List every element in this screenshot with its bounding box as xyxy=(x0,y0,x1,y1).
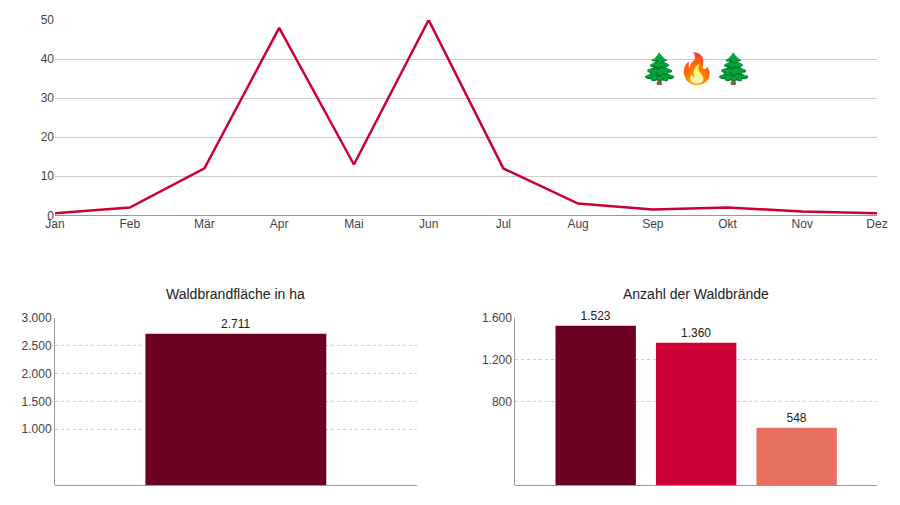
svg-text:3.000: 3.000 xyxy=(22,311,52,325)
svg-text:Jan: Jan xyxy=(45,217,64,231)
svg-text:1.523: 1.523 xyxy=(581,309,611,323)
svg-text:2.711: 2.711 xyxy=(221,317,250,331)
svg-text:2.000: 2.000 xyxy=(22,367,52,381)
svg-text:40: 40 xyxy=(41,52,55,66)
svg-text:1.000: 1.000 xyxy=(22,422,52,436)
svg-text:🌲🔥🌲: 🌲🔥🌲 xyxy=(641,51,752,86)
svg-text:Anzahl der Waldbrände: Anzahl der Waldbrände xyxy=(623,286,769,302)
svg-text:Apr: Apr xyxy=(270,217,289,231)
svg-text:1.200: 1.200 xyxy=(482,353,512,367)
svg-text:Jul: Jul xyxy=(496,217,511,231)
svg-text:1.500: 1.500 xyxy=(22,395,52,409)
svg-text:50: 50 xyxy=(41,13,55,27)
svg-text:Okt: Okt xyxy=(718,217,737,231)
svg-text:Mär: Mär xyxy=(194,217,215,231)
svg-text:1.600: 1.600 xyxy=(482,311,512,325)
svg-text:800: 800 xyxy=(492,395,512,409)
svg-text:0: 0 xyxy=(47,209,54,223)
svg-text:10: 10 xyxy=(41,169,55,183)
svg-text:30: 30 xyxy=(41,91,55,105)
svg-text:Jun: Jun xyxy=(419,217,438,231)
svg-text:Dez: Dez xyxy=(866,217,887,231)
svg-text:Waldbrandfläche in ha: Waldbrandfläche in ha xyxy=(166,286,305,302)
svg-text:2.500: 2.500 xyxy=(22,339,52,353)
svg-text:1.360: 1.360 xyxy=(681,326,711,340)
svg-text:548: 548 xyxy=(786,411,806,425)
svg-text:Nov: Nov xyxy=(792,217,813,231)
svg-text:Mai: Mai xyxy=(344,217,363,231)
svg-text:20: 20 xyxy=(41,130,55,144)
svg-text:Sep: Sep xyxy=(642,217,664,231)
svg-text:Feb: Feb xyxy=(119,217,140,231)
svg-text:Aug: Aug xyxy=(567,217,588,231)
